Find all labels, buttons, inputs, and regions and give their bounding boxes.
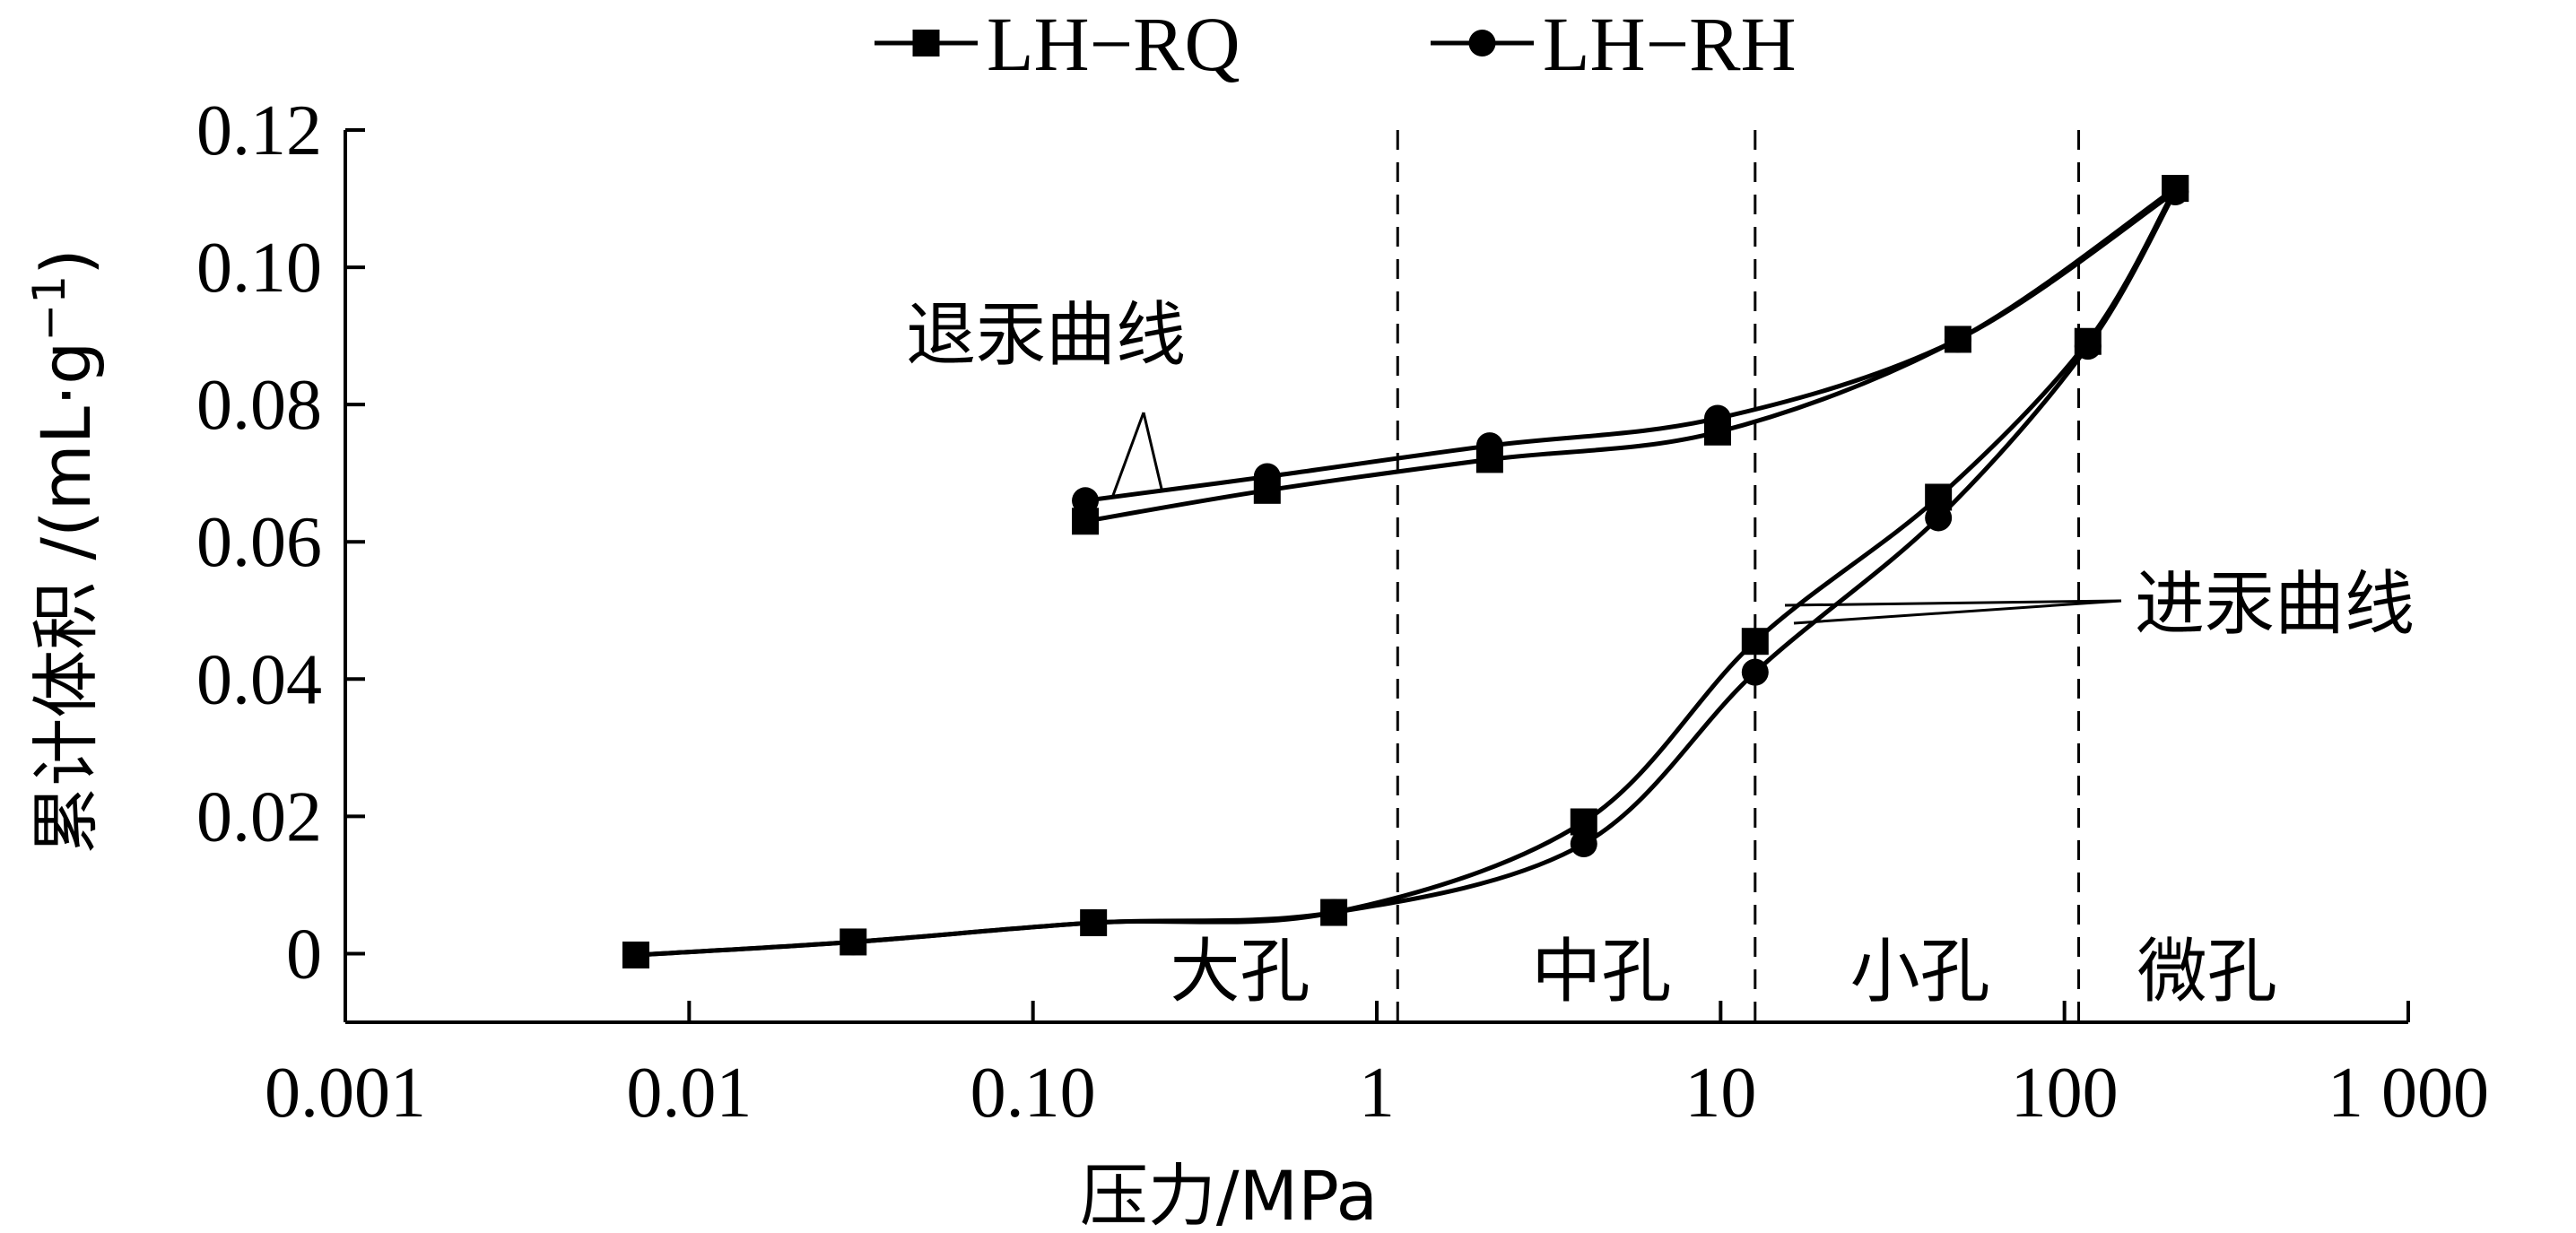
- series-0-intrusion-point: [1741, 628, 1769, 656]
- intrusion-pointer-b: [1793, 599, 2122, 625]
- x-tick-label: 0.10: [970, 1054, 1096, 1133]
- y-tick-label: 0.06: [196, 503, 322, 582]
- series-1-intrusion-point: [1741, 658, 1769, 686]
- legend-label: LH−RH: [1543, 1, 1797, 87]
- pore-dividers: 大孔 中孔 小孔 微孔: [1170, 130, 2277, 1022]
- x-tick-label: 0.01: [626, 1054, 752, 1133]
- series-1-extrusion-point: [1072, 487, 1100, 515]
- y-tick-label: 0.04: [196, 640, 322, 719]
- legend-marker: [1468, 30, 1496, 56]
- pore-region-label: 大孔: [1170, 932, 1310, 1012]
- legend: LH−RQ LH−RH: [875, 1, 1797, 87]
- x-tick-label: 0.001: [265, 1054, 426, 1133]
- extrusion-pointer-b: [1142, 412, 1163, 490]
- extrusion-pointer-a: [1110, 412, 1145, 499]
- y-tick-label: 0.10: [196, 229, 322, 308]
- series-1-extrusion-point: [2162, 178, 2189, 205]
- x-tick-label: 1 000: [2328, 1054, 2489, 1133]
- series-1-intrusion-point: [1320, 899, 1348, 926]
- extrusion-curve-label: 退汞曲线: [906, 295, 1186, 376]
- pore-region-label: 微孔: [2137, 932, 2277, 1012]
- x-tick-label: 1: [1359, 1054, 1395, 1133]
- x-axis-label: 压力/MPa: [1080, 1156, 1378, 1233]
- axes: 0 0.02 0.04 0.06 0.08 0.10 0.12 0.001 0.01 0.10 1 1…: [196, 91, 2489, 1133]
- y-tick-label: 0.02: [196, 777, 322, 856]
- intrusion-pointer-a: [1784, 599, 2122, 607]
- series-1-intrusion-line: [635, 190, 2178, 958]
- axis-labels: 压力/MPa 累计体积 /(mL·g−1): [23, 248, 1378, 1233]
- legend-label: LH−RQ: [987, 1, 1240, 87]
- series-markers: [622, 175, 2189, 968]
- series-1-extrusion-point: [1703, 404, 1731, 432]
- x-tick-label: 100: [2011, 1054, 2119, 1133]
- series-1-extrusion-point: [1944, 326, 1971, 353]
- y-axis-label-sup: −1: [23, 275, 75, 342]
- series-1-extrusion-point: [1475, 432, 1503, 460]
- legend-marker: [912, 30, 940, 56]
- y-axis-label-close: ): [26, 248, 106, 275]
- x-tick-label: 10: [1684, 1054, 1756, 1133]
- y-tick-label: 0: [286, 915, 322, 994]
- series-lines: [635, 187, 2178, 958]
- series-1-extrusion-line: [1084, 189, 2177, 503]
- y-axis-label-main: 累计体积 /(mL·g: [26, 342, 106, 855]
- series-1-intrusion-point: [1570, 830, 1597, 857]
- series-1-intrusion-point: [840, 928, 867, 956]
- intrusion-curve-label: 进汞曲线: [2135, 564, 2415, 645]
- series-1-intrusion-point: [2074, 333, 2102, 360]
- y-tick-label: 0.12: [196, 91, 322, 170]
- series-1-intrusion-point: [1080, 909, 1108, 937]
- pore-region-label: 中孔: [1531, 932, 1671, 1012]
- series-0-extrusion-line: [1084, 187, 2177, 524]
- series-0-intrusion-line: [635, 187, 2178, 958]
- y-tick-label: 0.08: [196, 366, 322, 445]
- series-1-intrusion-point: [1925, 504, 1953, 532]
- pore-region-label: 小孔: [1850, 932, 1990, 1012]
- series-1-intrusion-point: [622, 941, 649, 968]
- series-1-extrusion-point: [1253, 463, 1281, 491]
- y-axis-label: 累计体积 /(mL·g−1): [23, 248, 106, 855]
- annotations: 退汞曲线 进汞曲线: [906, 295, 2415, 645]
